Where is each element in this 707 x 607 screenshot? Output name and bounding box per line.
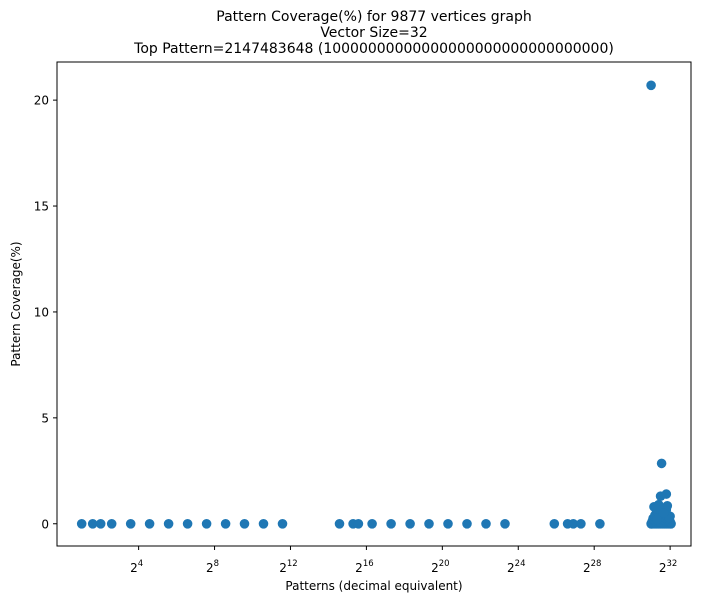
data-point (576, 519, 586, 529)
data-point (144, 519, 155, 529)
data-point (367, 519, 377, 529)
y-axis-ticks: 0 5 10 15 20 (34, 94, 57, 531)
data-point (258, 519, 269, 529)
x-tick-label: 228 (583, 559, 601, 575)
data-point (163, 519, 174, 529)
x-tick-label: 28 (206, 559, 219, 575)
data-point (125, 519, 136, 529)
data-point (661, 489, 672, 499)
data-point (76, 519, 87, 529)
data-point (658, 508, 669, 518)
x-axis-label: Patterns (decimal equivalent) (285, 579, 462, 593)
data-point (500, 519, 510, 529)
chart-title-line: Top Pattern=2147483648 (1000000000000000… (133, 41, 614, 57)
x-axis-ticks: 24 28 212 216 220 224 228 232 (130, 546, 677, 575)
chart-title: Pattern Coverage(%) for 9877 vertices gr… (133, 9, 614, 57)
chart-title-line: Pattern Coverage(%) for 9877 vertices gr… (216, 9, 531, 25)
y-axis-label: Pattern Coverage(%) (9, 241, 23, 366)
plot-frame (56, 61, 692, 547)
data-point (239, 519, 250, 529)
data-point (386, 519, 396, 529)
chart-title-line: Vector Size=32 (320, 25, 427, 41)
data-point (662, 501, 673, 511)
data-point (334, 519, 345, 529)
x-tick-label: 216 (355, 559, 373, 575)
data-point (405, 519, 415, 529)
data-point (549, 519, 560, 529)
y-tick-label: 15 (34, 200, 49, 214)
data-point (481, 519, 491, 529)
data-point (182, 519, 193, 529)
x-tick-label: 220 (431, 559, 449, 575)
data-point (353, 519, 364, 529)
data-point (443, 519, 453, 529)
data-point (462, 519, 472, 529)
y-tick-label: 20 (34, 94, 49, 108)
data-point (87, 519, 98, 529)
data-point (424, 519, 434, 529)
data-point (651, 504, 661, 514)
data-point (95, 519, 106, 529)
data-point (106, 519, 117, 529)
y-tick-label: 0 (41, 517, 49, 531)
data-point (568, 519, 579, 529)
data-point (220, 519, 231, 529)
x-tick-label: 212 (279, 559, 297, 575)
data-points (76, 80, 676, 529)
data-point (277, 519, 288, 529)
x-tick-label: 232 (659, 559, 677, 575)
data-point (201, 519, 212, 529)
data-point (595, 519, 605, 529)
x-tick-label: 224 (507, 559, 525, 575)
data-point (652, 514, 662, 525)
y-tick-label: 10 (34, 305, 49, 319)
data-point (656, 458, 667, 469)
data-point (646, 80, 656, 91)
x-tick-label: 24 (130, 559, 143, 575)
y-tick-label: 5 (41, 411, 49, 425)
